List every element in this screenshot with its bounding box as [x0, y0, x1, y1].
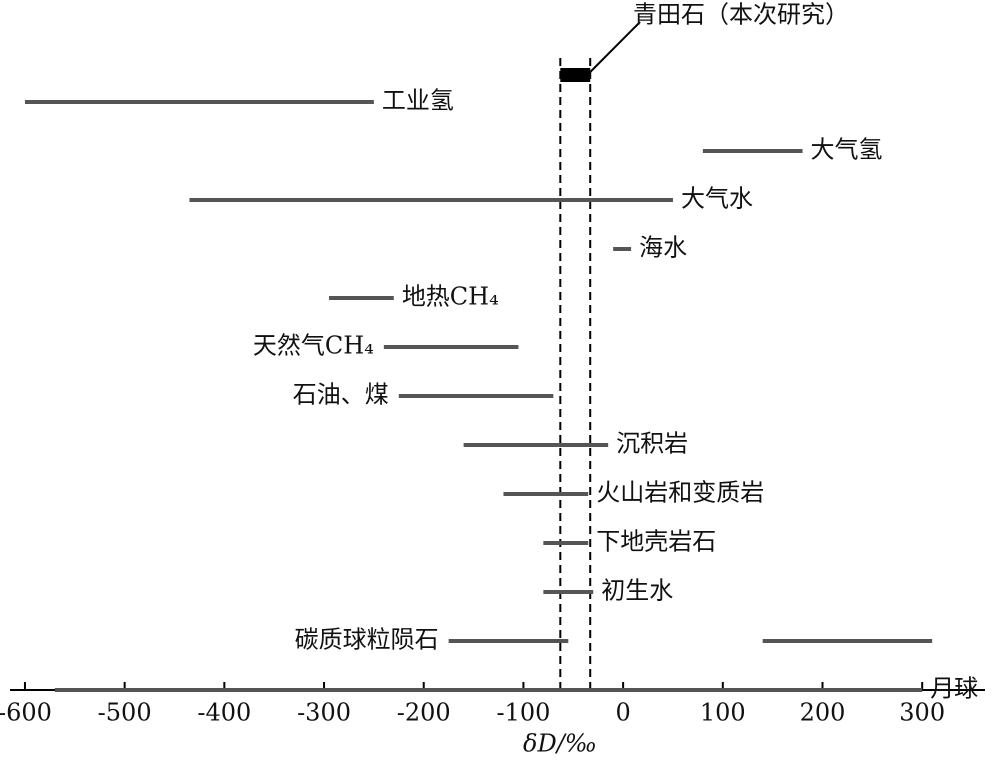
- x-tick-label: 200: [800, 699, 846, 727]
- row-label: 沉积岩: [616, 430, 688, 458]
- x-tick-label: 0: [615, 699, 630, 727]
- row-label: 初生水: [601, 577, 673, 605]
- row-label: 海水: [639, 234, 687, 262]
- x-tick-label: -600: [0, 699, 52, 727]
- highlight-label: 青田石（本次研究）: [633, 1, 849, 29]
- row-label: 月球: [930, 675, 978, 703]
- x-tick-label: -400: [197, 699, 251, 727]
- row-label: 天然气CH₄: [253, 332, 374, 360]
- row-label: 石油、煤: [293, 381, 389, 409]
- row-label: 地热CH₄: [402, 283, 499, 311]
- row-label: 火山岩和变质岩: [596, 479, 764, 507]
- row-label: 大气氢: [811, 136, 883, 164]
- highlight-bar: [560, 68, 591, 82]
- x-tick-label: -300: [297, 699, 351, 727]
- x-tick-label: -100: [496, 699, 550, 727]
- x-tick-label: -500: [98, 699, 152, 727]
- row-label: 大气水: [681, 185, 753, 213]
- row-label: 工业氢: [382, 87, 454, 115]
- leader-line: [589, 21, 641, 73]
- x-tick-label: 100: [700, 699, 746, 727]
- row-label: 碳质球粒陨石: [295, 626, 439, 654]
- row-label: 下地壳岩石: [596, 528, 716, 556]
- x-tick-label: -200: [397, 699, 451, 727]
- x-axis-label: δD/‰: [523, 730, 597, 758]
- x-tick-label: 300: [899, 699, 945, 727]
